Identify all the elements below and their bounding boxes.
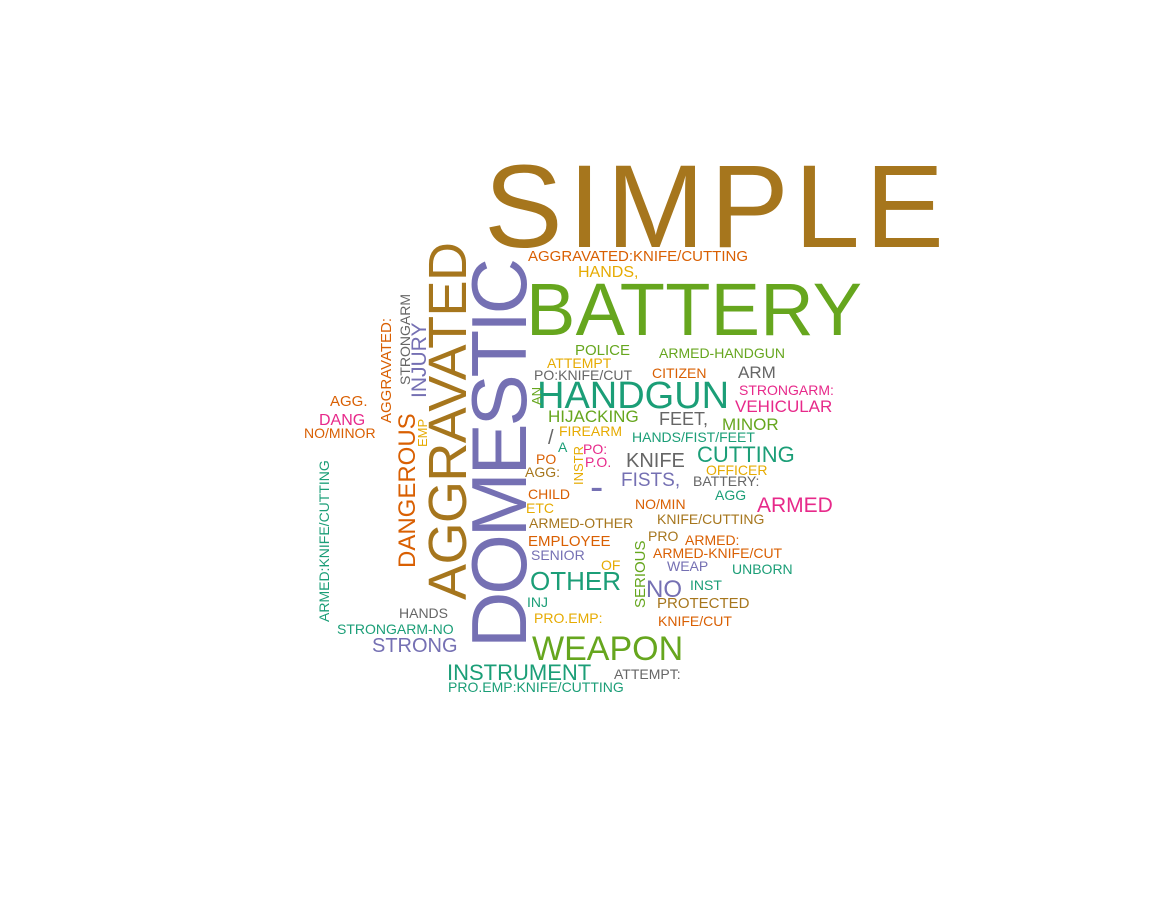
word-attempt-71: ATTEMPT: (614, 666, 681, 682)
word-arm-17: ARM (738, 363, 776, 382)
word-weapon-5: WEAPON (532, 630, 683, 668)
word-firearm-39: FIREARM (559, 423, 622, 439)
word-dangerous-6: DANGEROUS (394, 413, 421, 568)
word-dang-36: DANG (319, 412, 365, 429)
word-an-34: AN (529, 387, 544, 405)
word-no-12: NO (646, 576, 682, 603)
word-p-o-44: P.O. (585, 454, 611, 470)
word-po-43: PO (536, 451, 556, 467)
word-cutting-9: CUTTING (697, 442, 795, 467)
word-other-7: OTHER (530, 566, 621, 596)
word-armed-knife-cutting-66: ARMED:KNIFE/CUTTING (316, 460, 332, 622)
word-knife-cut-69: KNIFE/CUT (658, 613, 732, 629)
word-citizen-31: CITIZEN (652, 365, 706, 381)
word-officer-46: OFFICER (706, 462, 767, 478)
word-knife-14: KNIFE (626, 450, 685, 472)
word-emp-38: EMP (415, 419, 430, 447)
word-injury-10: INJURY (408, 323, 431, 398)
word-police-29: POLICE (575, 342, 630, 359)
word-hands-25: HANDS, (578, 264, 638, 281)
word-hands-67: HANDS (399, 605, 448, 621)
word-pro-emp-68: PRO.EMP: (534, 610, 602, 626)
word-weap-60: WEAP (667, 558, 708, 574)
word-protected-65: PROTECTED (657, 595, 750, 612)
word-aggravated-23: AGGRAVATED: (378, 318, 395, 423)
word-feet-18: FEET, (659, 409, 708, 429)
word-armed-other-53: ARMED-OTHER (529, 515, 633, 531)
word-employee-55: EMPLOYEE (528, 533, 611, 550)
word-instr-45: INSTR (571, 446, 586, 485)
word-domestic-2: DOMESTIC (455, 258, 543, 648)
word-po-42: PO: (583, 441, 607, 457)
word-po-knife-cut-32: PO:KNIFE/CUT (534, 367, 632, 383)
word-etc-51: ETC (526, 500, 554, 516)
word-instrument-8: INSTRUMENT (447, 660, 591, 685)
word-armed-knife-cut-58: ARMED-KNIFE/CUT (653, 545, 783, 561)
word-armed-57: ARMED: (685, 532, 739, 548)
word-child-49: CHILD (528, 486, 570, 502)
word-of-62: OF (601, 557, 620, 573)
word-agg-50: AGG (715, 487, 746, 503)
word-no-minor-37: NO/MINOR (304, 425, 376, 441)
word-agg-35: AGG. (330, 393, 368, 410)
word-strong-11: STRONG (372, 635, 458, 657)
word-inj-64: INJ (527, 594, 548, 610)
word-attempt-30: ATTEMPT (547, 355, 612, 371)
word-hijacking-19: HIJACKING (548, 407, 639, 426)
word-minor-20: MINOR (722, 415, 779, 434)
word-unborn-61: UNBORN (732, 561, 793, 577)
word-vehicular-16: VEHICULAR (735, 397, 832, 416)
word-armed-handgun-28: ARMED-HANDGUN (659, 345, 785, 361)
word-strongarm-no-70: STRONGARM-NO (337, 621, 454, 637)
word-pro-56: PRO (648, 528, 678, 544)
word-battery-1: BATTERY (526, 268, 862, 351)
word-battery-48: BATTERY: (693, 473, 759, 489)
word-simple-0: SIMPLE (484, 141, 944, 273)
word-knife-cutting-54: KNIFE/CUTTING (657, 511, 764, 527)
word-hands-fist-feet-40: HANDS/FIST/FEET (632, 429, 755, 445)
word-senior-59: SENIOR (531, 547, 585, 563)
word-serious-26: SERIOUS (632, 540, 649, 608)
word-strongarm-33: STRONGARM: (739, 382, 834, 398)
word-no-min-52: NO/MIN (635, 496, 686, 512)
word-armed-13: ARMED (757, 494, 833, 517)
word-a-41: A (558, 439, 568, 455)
word-dash-22: / (548, 427, 554, 449)
word-handgun-4: HANDGUN (537, 375, 729, 417)
word-inst-63: INST (690, 577, 722, 593)
word-aggravated-knife-cutting-27: AGGRAVATED:KNIFE/CUTTING (528, 248, 748, 265)
word-pro-emp-knife-cutting-72: PRO.EMP:KNIFE/CUTTING (448, 679, 624, 695)
word-strongarm-24: STRONGARM (397, 294, 413, 385)
word-dash-21: - (590, 465, 603, 509)
word-fists-15: FISTS, (621, 470, 680, 491)
word-agg-47: AGG: (525, 464, 560, 480)
word-aggravated-3: AGGRAVATED (418, 242, 478, 600)
